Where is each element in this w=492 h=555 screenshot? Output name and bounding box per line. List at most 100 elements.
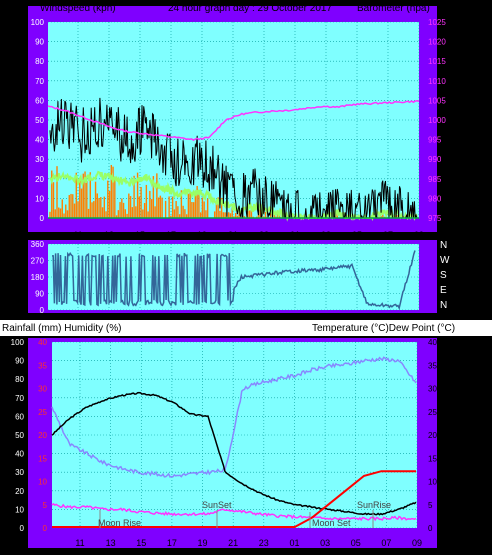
temperature-tick-label: 0 <box>428 524 433 533</box>
windspeed-tick-label: 70 <box>35 77 44 86</box>
wind-x-ticks: 11 13 15 17 19 21 23 01 03 05 07 09 <box>73 230 424 240</box>
humidity-tick-label: 60 <box>15 412 24 421</box>
windspeed-tick-label: 20 <box>35 175 44 184</box>
barometer-tick-label: 1025 <box>428 18 446 27</box>
rainfall-tick-label: 15 <box>38 454 47 463</box>
temperature-x-tick-label: 19 <box>198 538 208 548</box>
windspeed-tick-label: 90 <box>35 38 44 47</box>
temperature-tick-label: 10 <box>428 478 437 487</box>
wind-x-tick-label: 11 <box>73 230 82 240</box>
rainfall-tick-label: 0 <box>43 524 48 533</box>
temperature-x-tick-label: 11 <box>75 538 84 548</box>
barometer-tick-label: 1005 <box>428 96 446 105</box>
temperature-x-tick-label: 23 <box>259 538 269 548</box>
temp-dewpoint-label: Temperature (°C)Dew Point (°C) <box>312 323 455 334</box>
windspeed-tick-label: 60 <box>35 96 44 105</box>
temperature-x-tick-label: 01 <box>289 538 299 548</box>
humidity-tick-label: 90 <box>15 357 24 366</box>
barometer-ticks: 975 980 985 990 995 1000 1005 1010 1015 1020 1025 <box>428 18 446 223</box>
temperature-x-ticks: 11 13 15 17 19 21 23 01 03 05 07 09 <box>75 538 422 548</box>
direction-tick-label: 90 <box>35 290 44 299</box>
barometer-tick-label: 975 <box>428 214 442 223</box>
temperature-line <box>51 391 417 516</box>
direction-tick-label: 270 <box>31 257 45 266</box>
wind-x-tick-label: 01 <box>290 230 300 240</box>
temperature-x-tick-label: 21 <box>228 538 238 548</box>
windspeed-tick-label: 100 <box>31 18 45 27</box>
barometer-tick-label: 1000 <box>428 116 446 125</box>
direction-ticks: 0 90 180 270 360 <box>31 240 45 315</box>
moon-rise-annotation: Moon Rise <box>98 518 141 528</box>
temperature-x-tick-label: 05 <box>351 538 361 548</box>
temperature-ticks: 0 5 10 15 20 25 30 35 40 <box>428 338 437 533</box>
barometer-tick-label: 985 <box>428 175 442 184</box>
wind-x-tick-label: 03 <box>321 230 331 240</box>
barometer-tick-label: 1015 <box>428 57 446 66</box>
temperature-tick-label: 5 <box>428 501 433 510</box>
compass-label: E <box>440 285 447 296</box>
humidity-tick-label: 40 <box>15 450 24 459</box>
humidity-tick-label: 10 <box>15 505 24 514</box>
humidity-tick-label: 50 <box>15 431 24 440</box>
dew-point-line <box>51 502 417 522</box>
rainfall-tick-label: 5 <box>43 501 48 510</box>
barometer-tick-label: 995 <box>428 136 442 145</box>
temperature-x-tick-label: 17 <box>167 538 177 548</box>
wind-x-tick-label: 23 <box>259 230 269 240</box>
compass-label: N <box>440 240 447 251</box>
direction-tick-label: 360 <box>31 240 45 249</box>
graph-date-title: 24 hour graph day : 29 October 2017 <box>168 3 332 14</box>
barometer-label: Barometer (hpa) <box>357 3 430 14</box>
sun-set-annotation: SunSet <box>202 500 232 510</box>
direction-tick-label: 0 <box>40 306 45 315</box>
barometer-tick-label: 1010 <box>428 77 446 86</box>
humidity-tick-label: 70 <box>15 394 24 403</box>
wind-x-tick-label: 13 <box>104 230 114 240</box>
compass-label: N <box>440 300 447 311</box>
temperature-x-tick-label: 09 <box>412 538 422 548</box>
wind-direction-line <box>52 250 416 311</box>
rain-humidity-label: Rainfall (mm) Humidity (%) <box>2 323 121 334</box>
windspeed-tick-label: 0 <box>40 214 45 223</box>
humidity-tick-label: 0 <box>20 524 25 533</box>
rainfall-line <box>52 470 416 528</box>
rainfall-ticks: 0 5 10 15 20 25 30 35 40 <box>38 338 47 533</box>
wind-x-tick-label: 19 <box>197 230 207 240</box>
direction-tick-label: 180 <box>31 273 45 282</box>
sun-rise-annotation: SunRise <box>357 500 391 510</box>
temperature-header-band <box>0 320 492 336</box>
wind-x-tick-label: 21 <box>228 230 238 240</box>
temperature-tick-label: 25 <box>428 408 437 417</box>
temperature-x-tick-label: 07 <box>381 538 391 548</box>
moon-set-annotation: Moon Set <box>312 518 351 528</box>
rainfall-tick-label: 20 <box>38 431 47 440</box>
wind-light-line <box>49 170 418 222</box>
windspeed-tick-label: 50 <box>35 116 44 125</box>
temperature-tick-label: 35 <box>428 361 437 370</box>
barometer-tick-label: 980 <box>428 194 442 203</box>
humidity-tick-label: 100 <box>11 338 25 347</box>
temperature-tick-label: 15 <box>428 454 437 463</box>
temperature-tick-label: 20 <box>428 431 437 440</box>
barometer-tick-label: 990 <box>428 155 442 164</box>
rainfall-tick-label: 30 <box>38 385 47 394</box>
humidity-ticks: 0 10 20 30 40 50 60 70 80 90 100 <box>11 338 25 533</box>
wind-x-tick-label: 09 <box>414 230 424 240</box>
windspeed-tick-label: 10 <box>35 194 44 203</box>
humidity-line <box>51 356 417 478</box>
wind-x-tick-label: 05 <box>352 230 362 240</box>
temperature-x-tick-label: 03 <box>320 538 330 548</box>
rainfall-tick-label: 35 <box>38 361 47 370</box>
barometer-line <box>47 100 420 141</box>
wind-x-tick-label: 17 <box>166 230 176 240</box>
humidity-tick-label: 30 <box>15 468 24 477</box>
humidity-tick-label: 20 <box>15 487 24 496</box>
temperature-x-tick-label: 15 <box>136 538 146 548</box>
windspeed-ticks: 0 10 20 30 40 50 60 70 80 90 100 <box>31 18 45 223</box>
windspeed-tick-label: 80 <box>35 57 44 66</box>
compass-label: W <box>440 255 450 266</box>
humidity-tick-label: 80 <box>15 375 24 384</box>
